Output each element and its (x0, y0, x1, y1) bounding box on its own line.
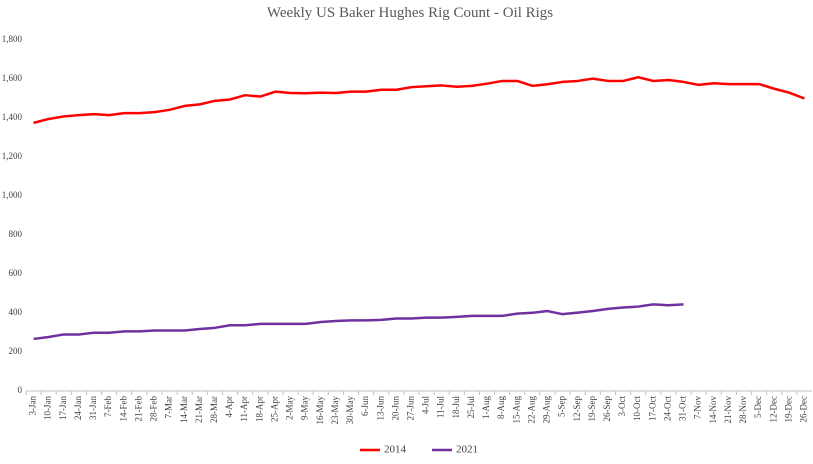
x-tick-label: 18-Apr (254, 396, 264, 422)
x-tick-label: 26-Dec (799, 396, 809, 423)
x-tick-label: 10-Jan (43, 396, 53, 420)
x-tick-label: 8-Aug (496, 396, 506, 419)
x-tick-label: 3-Jan (28, 396, 38, 416)
x-tick-label: 25-Apr (269, 396, 279, 422)
y-tick-label: 800 (9, 229, 23, 239)
x-tick-label: 16-May (315, 396, 325, 425)
x-tick-label: 17-Oct (647, 396, 657, 421)
y-tick-label: 1,600 (2, 73, 23, 83)
x-tick-label: 26-Sep (602, 396, 612, 422)
x-tick-label: 19-Sep (587, 396, 597, 422)
x-tick-label: 14-Nov (708, 396, 718, 424)
x-tick-label: 31-Oct (678, 396, 688, 421)
x-tick-label: 4-Jul (421, 396, 431, 414)
x-tick-label: 21-Feb (133, 396, 143, 422)
x-tick-label: 10-Oct (632, 396, 642, 421)
x-tick-label: 17-Jan (58, 396, 68, 420)
legend-label: 2014 (384, 444, 407, 456)
x-tick-label: 28-Mar (209, 396, 219, 423)
x-tick-label: 1-Aug (481, 396, 491, 419)
x-tick-label: 24-Jan (73, 396, 83, 420)
x-tick-label: 24-Oct (662, 396, 672, 421)
x-tick-label: 13-Jun (375, 396, 385, 421)
x-tick-label: 23-May (330, 396, 340, 425)
x-tick-label: 3-Oct (617, 396, 627, 417)
x-tick-label: 18-Jul (451, 396, 461, 419)
x-tick-label: 7-Feb (103, 396, 113, 417)
x-tick-label: 9-May (300, 396, 310, 420)
x-tick-label: 2-May (285, 396, 295, 420)
y-tick-label: 400 (9, 307, 23, 317)
y-tick-label: 1,200 (2, 151, 23, 161)
series-line (33, 303, 684, 341)
x-tick-label: 31-Jan (88, 396, 98, 420)
legend-label: 2021 (456, 444, 478, 456)
y-tick-label: 1,400 (2, 112, 23, 122)
y-tick-label: 1,800 (2, 34, 23, 44)
x-tick-label: 19-Dec (783, 396, 793, 423)
x-tick-label: 28-Nov (738, 396, 748, 424)
x-tick-label: 5-Sep (557, 396, 567, 417)
y-tick-label: 0 (18, 385, 23, 395)
x-tick-label: 4-Apr (224, 396, 234, 418)
x-tick-label: 30-May (345, 396, 355, 425)
x-tick-label: 27-Jun (406, 396, 416, 421)
x-tick-label: 11-Apr (239, 396, 249, 422)
x-tick-label: 29-Aug (542, 396, 552, 424)
x-tick-label: 14-Mar (179, 396, 189, 423)
x-tick-label: 22-Aug (526, 396, 536, 424)
x-tick-label: 21-Mar (194, 396, 204, 423)
x-tick-label: 7-Mar (164, 396, 174, 419)
x-tick-label: 25-Jul (466, 396, 476, 419)
x-tick-label: 5-Dec (753, 396, 763, 418)
x-tick-label: 11-Jul (436, 396, 446, 419)
y-tick-label: 200 (9, 346, 23, 356)
x-tick-label: 15-Aug (511, 396, 521, 424)
x-tick-label: 7-Nov (693, 396, 703, 419)
chart-title: Weekly US Baker Hughes Rig Count - Oil R… (267, 5, 553, 21)
x-tick-label: 14-Feb (118, 396, 128, 422)
y-tick-label: 600 (9, 268, 23, 278)
x-tick-label: 12-Dec (768, 396, 778, 423)
x-tick-label: 20-Jun (390, 396, 400, 421)
x-tick-label: 12-Sep (572, 396, 582, 422)
series-line (33, 75, 805, 125)
y-tick-label: 1,000 (2, 190, 23, 200)
x-tick-label: 6-Jun (360, 396, 370, 416)
x-tick-label: 21-Nov (723, 396, 733, 424)
x-tick-label: 28-Feb (149, 396, 159, 422)
